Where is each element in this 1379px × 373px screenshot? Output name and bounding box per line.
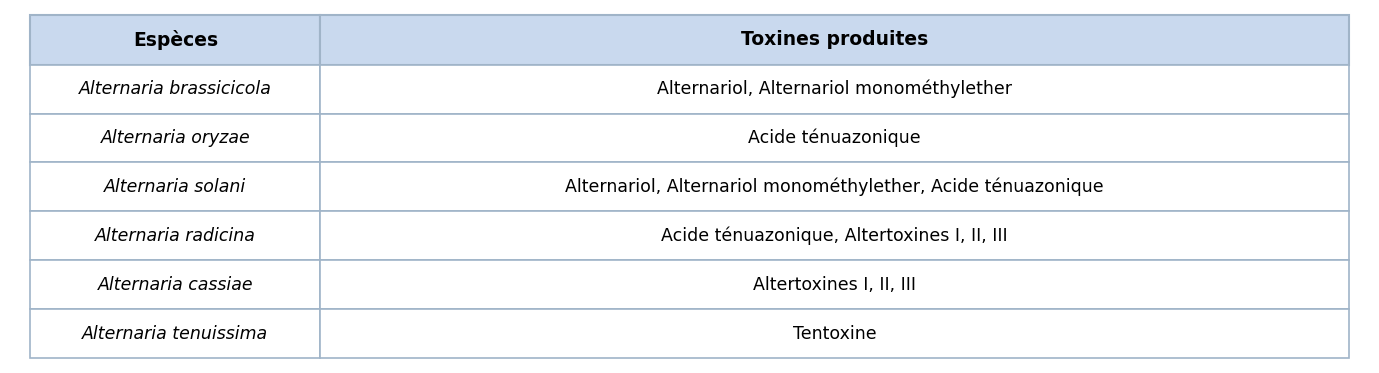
Bar: [320, 113, 1349, 163]
Text: Alternaria tenuissima: Alternaria tenuissima: [83, 325, 269, 343]
Bar: [30, 260, 320, 309]
Bar: [320, 15, 1349, 65]
Bar: [30, 309, 320, 358]
Bar: [30, 211, 320, 260]
Text: Alternariol, Alternariol monométhylether: Alternariol, Alternariol monométhylether: [656, 80, 1012, 98]
Bar: [30, 15, 320, 65]
Bar: [320, 309, 1349, 358]
Bar: [30, 113, 320, 163]
Text: Altertoxines I, II, III: Altertoxines I, II, III: [753, 276, 916, 294]
Text: Acide ténuazonique, Altertoxines I, II, III: Acide ténuazonique, Altertoxines I, II, …: [661, 226, 1008, 245]
Bar: [320, 65, 1349, 113]
Text: Alternaria oryzae: Alternaria oryzae: [101, 129, 250, 147]
Bar: [30, 163, 320, 211]
Bar: [320, 163, 1349, 211]
Text: Alternaria radicina: Alternaria radicina: [95, 227, 255, 245]
Bar: [320, 260, 1349, 309]
Text: Alternaria brassicicola: Alternaria brassicicola: [79, 80, 272, 98]
Text: Alternaria solani: Alternaria solani: [105, 178, 247, 196]
Text: Alternariol, Alternariol monométhylether, Acide ténuazonique: Alternariol, Alternariol monométhylether…: [565, 178, 1103, 196]
Bar: [30, 65, 320, 113]
Text: Toxines produites: Toxines produites: [741, 30, 928, 49]
Text: Tentoxine: Tentoxine: [793, 325, 876, 343]
Text: Acide ténuazonique: Acide ténuazonique: [749, 129, 921, 147]
Text: Espèces: Espèces: [132, 30, 218, 50]
Bar: [320, 211, 1349, 260]
Text: Alternaria cassiae: Alternaria cassiae: [98, 276, 254, 294]
